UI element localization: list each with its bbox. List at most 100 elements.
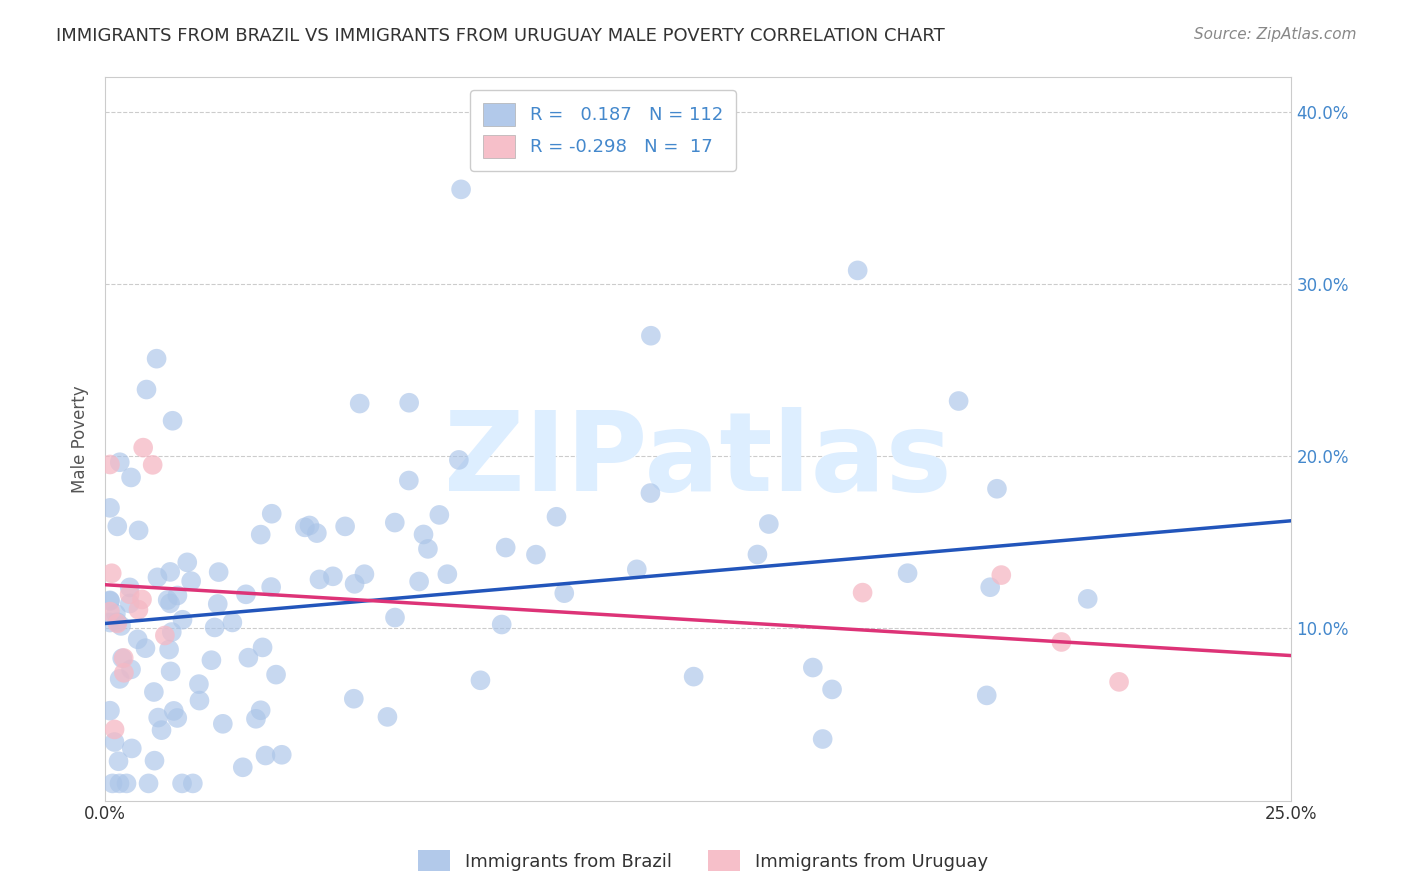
Point <box>252 640 274 655</box>
Point <box>801 660 824 674</box>
Point <box>146 710 169 724</box>
Point <box>134 641 156 656</box>
Point <box>118 580 141 594</box>
Point <box>495 541 517 555</box>
Point <box>180 574 202 589</box>
Point <box>294 520 316 534</box>
Point <box>640 328 662 343</box>
Point <box>249 527 271 541</box>
Point <box>127 602 149 616</box>
Point <box>127 632 149 647</box>
Point <box>305 526 328 541</box>
Point <box>103 735 125 749</box>
Point <box>384 516 406 530</box>
Point <box>821 682 844 697</box>
Point <box>986 482 1008 496</box>
Text: Source: ZipAtlas.com: Source: ZipAtlas.com <box>1194 27 1357 42</box>
Point <box>249 703 271 717</box>
Point <box>128 524 150 538</box>
Point <box>204 620 226 634</box>
Point <box>343 577 366 591</box>
Point <box>553 586 575 600</box>
Point <box>107 754 129 768</box>
Point <box>135 383 157 397</box>
Point <box>104 607 127 621</box>
Point <box>176 555 198 569</box>
Point <box>948 394 970 409</box>
Point <box>162 414 184 428</box>
Point <box>546 509 568 524</box>
Point <box>163 704 186 718</box>
Point <box>166 711 188 725</box>
Point <box>238 650 260 665</box>
Point <box>142 458 165 472</box>
Point <box>353 567 375 582</box>
Point <box>98 593 121 607</box>
Point <box>98 500 121 515</box>
Point <box>166 589 188 603</box>
Point <box>1050 635 1073 649</box>
Point <box>221 615 243 630</box>
Point <box>105 615 128 630</box>
Point <box>112 651 135 665</box>
Point <box>245 712 267 726</box>
Point <box>436 567 458 582</box>
Point <box>412 527 434 541</box>
Point <box>322 569 344 583</box>
Point <box>145 351 167 366</box>
Point <box>450 182 472 196</box>
Point <box>640 486 662 500</box>
Point <box>897 566 920 581</box>
Point <box>131 592 153 607</box>
Point <box>260 580 283 594</box>
Point <box>349 396 371 410</box>
Point <box>232 760 254 774</box>
Point <box>112 665 135 680</box>
Point <box>811 731 834 746</box>
Point <box>105 519 128 533</box>
Point <box>181 776 204 790</box>
Point <box>211 716 233 731</box>
Point <box>118 587 141 601</box>
Point <box>626 562 648 576</box>
Point <box>427 508 450 522</box>
Point <box>254 748 277 763</box>
Point <box>115 776 138 790</box>
Legend: Immigrants from Brazil, Immigrants from Uruguay: Immigrants from Brazil, Immigrants from … <box>411 843 995 879</box>
Point <box>990 568 1012 582</box>
Point <box>121 741 143 756</box>
Point <box>160 625 183 640</box>
Point <box>103 723 125 737</box>
Point <box>398 474 420 488</box>
Point <box>398 395 420 409</box>
Point <box>157 642 180 657</box>
Point <box>1108 674 1130 689</box>
Point <box>188 693 211 707</box>
Point <box>270 747 292 762</box>
Point <box>384 610 406 624</box>
Point <box>98 615 121 630</box>
Point <box>682 670 704 684</box>
Point <box>101 776 124 790</box>
Y-axis label: Male Poverty: Male Poverty <box>72 385 89 493</box>
Legend: R =   0.187   N = 112, R = -0.298   N =  17: R = 0.187 N = 112, R = -0.298 N = 17 <box>470 90 735 170</box>
Point <box>111 651 134 665</box>
Point <box>758 516 780 531</box>
Point <box>159 596 181 610</box>
Point <box>159 565 181 579</box>
Point <box>470 673 492 688</box>
Point <box>132 441 155 455</box>
Point <box>333 519 356 533</box>
Point <box>108 455 131 469</box>
Point <box>172 613 194 627</box>
Point <box>846 263 869 277</box>
Point <box>98 605 121 619</box>
Point <box>416 541 439 556</box>
Point <box>447 453 470 467</box>
Point <box>108 776 131 790</box>
Point <box>120 470 142 484</box>
Point <box>138 776 160 790</box>
Point <box>260 507 283 521</box>
Point <box>1077 591 1099 606</box>
Point <box>264 667 287 681</box>
